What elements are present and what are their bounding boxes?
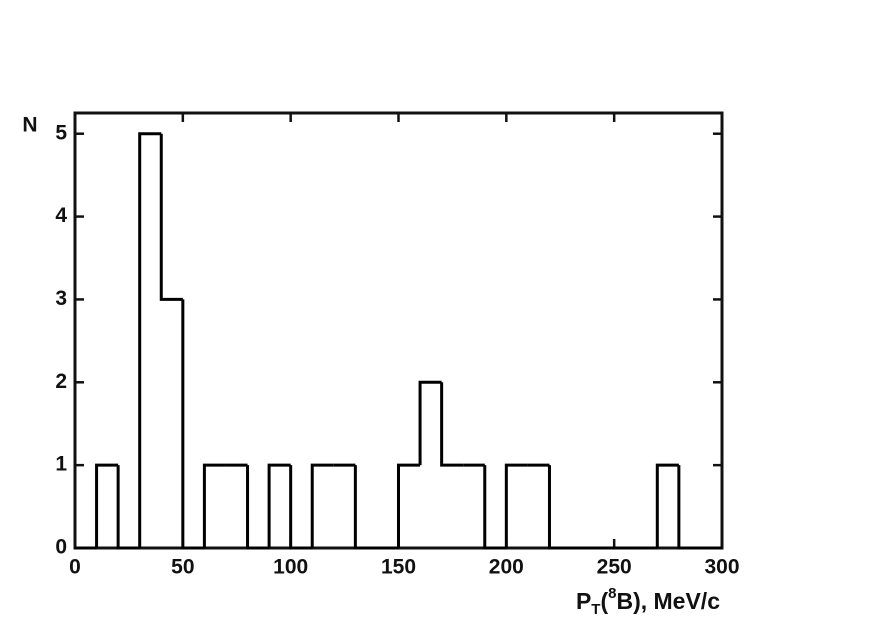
x-tick-label: 200 — [489, 556, 524, 579]
x-tick-label: 300 — [704, 556, 739, 579]
y-tick-label: 1 — [55, 453, 67, 476]
histogram-bin — [397, 463, 421, 548]
x-label-main: P — [576, 588, 591, 614]
x-label-sup: 8 — [608, 585, 616, 602]
x-axis-label: PT(8B), MeV/c — [576, 585, 720, 618]
histogram-bin — [267, 463, 291, 548]
y-axis-label: N — [22, 114, 37, 137]
y-tick-label: 0 — [55, 536, 67, 559]
y-tick-label: 2 — [55, 370, 67, 393]
histogram-bin — [483, 465, 507, 550]
histogram-bin — [418, 380, 442, 466]
histogram-bin — [353, 465, 377, 550]
y-tick-label: 4 — [55, 204, 67, 227]
histogram-bin — [547, 465, 572, 550]
x-tick-label: 250 — [597, 556, 632, 579]
histogram-bin — [116, 465, 140, 550]
histogram-bin — [289, 465, 313, 550]
histogram-bin — [504, 463, 528, 548]
histogram-bin — [310, 463, 334, 548]
x-label-open: ( — [600, 588, 608, 614]
y-tick-label: 5 — [55, 121, 67, 144]
histogram-bin — [655, 463, 679, 548]
x-tick-label: 100 — [273, 556, 308, 579]
histogram-bin — [246, 465, 270, 550]
histogram-bin — [202, 463, 226, 548]
histogram-bin — [138, 132, 162, 548]
x-tick-label: 50 — [171, 556, 194, 579]
histogram-bin — [181, 299, 205, 550]
histogram-bin — [677, 465, 701, 550]
x-tick-label: 150 — [381, 556, 416, 579]
histogram-bin — [95, 463, 119, 548]
x-label-rest: B), MeV/c — [616, 588, 720, 614]
histogram-bin — [159, 133, 183, 301]
x-label-sub: T — [591, 601, 600, 618]
x-tick-label: 0 — [69, 556, 81, 579]
histogram-bin — [440, 382, 464, 467]
y-tick-label: 3 — [55, 287, 67, 310]
